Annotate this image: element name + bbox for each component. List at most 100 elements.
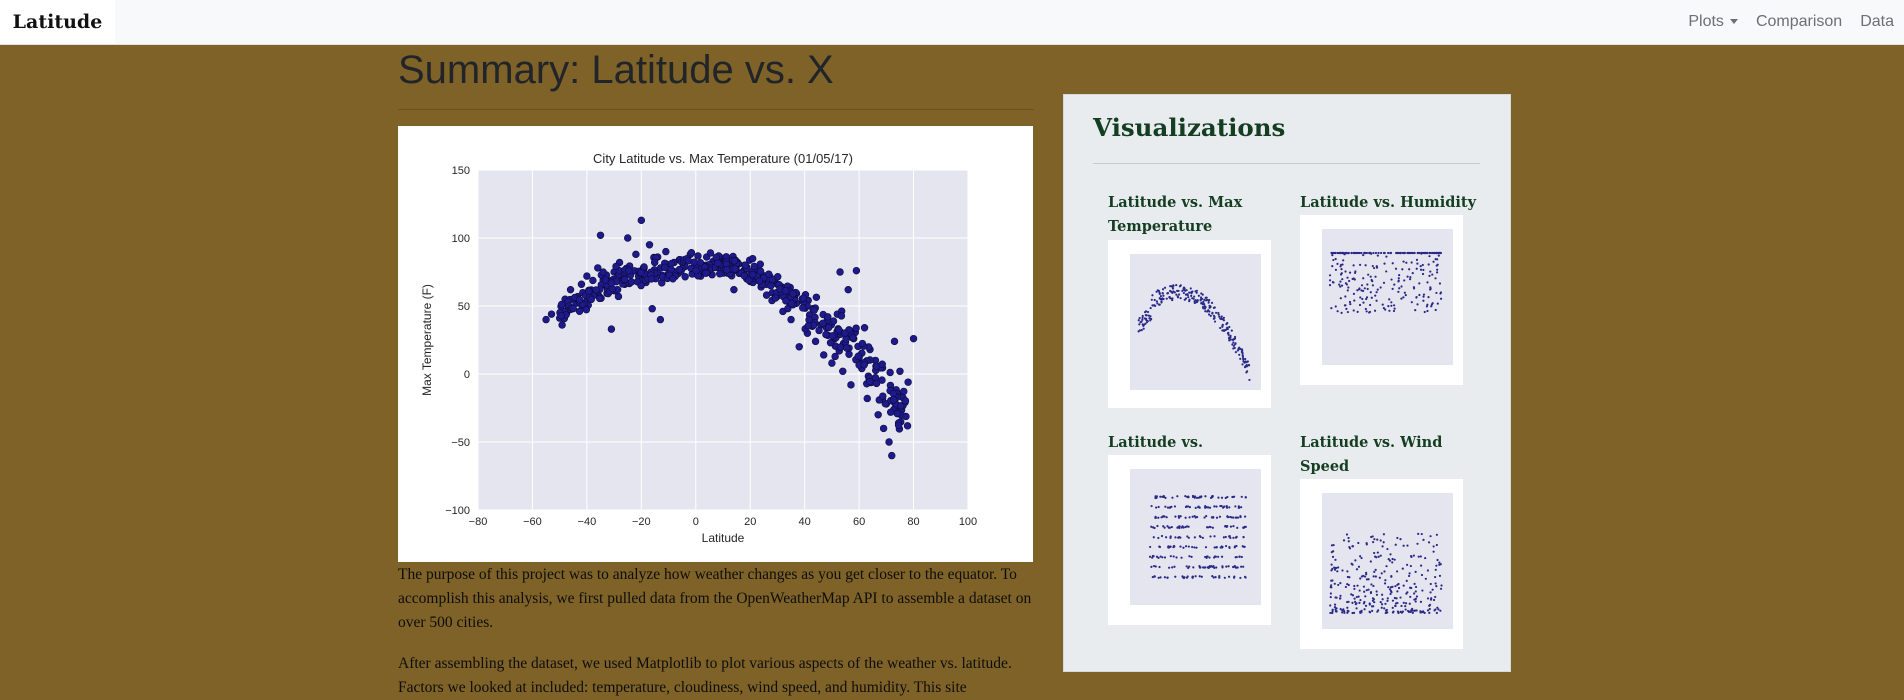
x-tick-label: −40	[578, 516, 597, 528]
thumbnail-point	[1378, 576, 1381, 579]
chevron-down-icon	[1729, 19, 1738, 25]
thumbnail-point	[1332, 543, 1335, 547]
thumbnail-point	[1227, 575, 1231, 578]
thumbnail-point	[1388, 588, 1392, 591]
thumbnail-point	[1169, 289, 1172, 293]
thumb-wind-speed[interactable]	[1300, 479, 1463, 649]
thumbnail-point	[1182, 526, 1185, 529]
thumbnail-point	[1357, 251, 1360, 255]
thumbnail-point	[1368, 610, 1371, 613]
thumbnail-point	[1177, 293, 1181, 296]
thumbnail-point	[1416, 262, 1419, 265]
thumbnail-point	[1351, 594, 1355, 597]
thumbnail-point	[1365, 573, 1368, 576]
nav-data-link[interactable]: Data	[1860, 13, 1894, 30]
navbar-brand[interactable]: Latitude	[0, 0, 115, 44]
thumbnail-point	[1416, 251, 1419, 255]
thumbnail-point	[1438, 251, 1442, 255]
thumbnail-point	[1163, 576, 1167, 579]
thumbnail-point	[1157, 536, 1160, 540]
thumbnail-point	[1160, 301, 1163, 304]
thumbnail-point	[1438, 574, 1442, 577]
thumbnail-point	[1385, 611, 1388, 614]
thumbnail-point	[1429, 582, 1432, 586]
thumbnail-point	[1163, 526, 1166, 529]
thumbnail-point	[1180, 556, 1183, 559]
thumbnail-point	[1244, 365, 1247, 368]
thumbnail-point	[1418, 251, 1421, 255]
thumbnail-point	[1204, 495, 1207, 498]
thumb-cloudiness[interactable]	[1108, 455, 1271, 625]
thumbnail-point	[1388, 309, 1391, 312]
thumbnail-point	[1239, 357, 1242, 360]
thumbnail-point	[1386, 599, 1389, 602]
thumbnail-point	[1375, 590, 1378, 593]
thumbnail-point	[1396, 536, 1399, 540]
thumbnail-point	[1186, 535, 1189, 538]
thumbnail-point	[1409, 554, 1413, 558]
thumbnail-point	[1437, 254, 1440, 257]
thumbnail-point	[1193, 536, 1196, 539]
scatter-point	[637, 281, 645, 290]
thumbnail-point	[1334, 558, 1337, 561]
scatter-point	[774, 273, 782, 281]
thumbnail-point	[1436, 558, 1439, 562]
thumbnail-point	[1436, 263, 1439, 266]
thumbnail-point	[1391, 287, 1394, 290]
thumbnail-point	[1339, 582, 1342, 585]
nav-comparison-link[interactable]: Comparison	[1755, 13, 1843, 30]
thumbnail-point	[1346, 575, 1349, 579]
thumbnail-point	[1345, 307, 1348, 310]
thumbnail-point	[1351, 563, 1354, 566]
thumbnail-point	[1353, 278, 1356, 281]
thumbnail-point	[1429, 535, 1432, 538]
thumbnail-point	[1232, 495, 1235, 499]
thumbnail-point	[1414, 590, 1417, 593]
scatter-point	[894, 421, 903, 429]
thumbnail-point	[1381, 598, 1384, 601]
thumbnail-point	[1418, 293, 1421, 297]
thumbnail-point	[1374, 251, 1378, 255]
thumbnail-point	[1196, 299, 1199, 302]
scatter-point	[731, 265, 739, 273]
nav-plots-dropdown[interactable]: Plots	[1688, 13, 1738, 31]
scatter-point	[897, 402, 905, 410]
thumbnail-point	[1339, 265, 1342, 268]
thumbnail-point	[1397, 279, 1400, 282]
scatter-point	[577, 280, 586, 288]
thumbnail-point	[1240, 565, 1243, 568]
thumbnail-point	[1417, 555, 1420, 558]
scatter-point	[599, 268, 607, 276]
thumbnail-point	[1384, 609, 1388, 612]
thumbnail-point	[1363, 608, 1366, 611]
thumbnail-point	[1195, 496, 1199, 499]
thumbnail-point	[1436, 268, 1439, 271]
cloudiness-thumbnail-plot	[1130, 469, 1261, 605]
thumbnail-point	[1174, 515, 1177, 518]
thumbnail-point	[1346, 606, 1349, 609]
scatter-point	[782, 297, 790, 305]
thumbnail-point	[1158, 565, 1161, 569]
thumbnail-point	[1438, 282, 1442, 285]
thumbnail-point	[1439, 609, 1442, 612]
thumbnail-point	[1419, 600, 1423, 603]
scatter-point	[885, 438, 893, 446]
thumbnail-point	[1355, 602, 1358, 605]
thumbnail-point	[1380, 603, 1384, 606]
thumbnail-point	[1424, 556, 1427, 560]
thumbnail-point	[1387, 251, 1390, 255]
scatter-point	[858, 339, 867, 348]
scatter-point	[640, 263, 648, 271]
thumbnail-point	[1191, 515, 1194, 518]
thumb-temperature[interactable]	[1108, 240, 1271, 408]
x-tick-label: −20	[632, 516, 651, 528]
thumbnail-point	[1159, 555, 1162, 558]
thumb-humidity[interactable]	[1300, 215, 1463, 385]
thumbnail-point	[1415, 258, 1419, 261]
thumbnail-point	[1402, 260, 1405, 263]
scatter-point	[702, 269, 710, 277]
thumbnail-point	[1428, 611, 1431, 615]
thumbnail-point	[1382, 307, 1385, 310]
thumbnail-point	[1432, 598, 1436, 602]
thumbnail-point	[1361, 289, 1365, 293]
